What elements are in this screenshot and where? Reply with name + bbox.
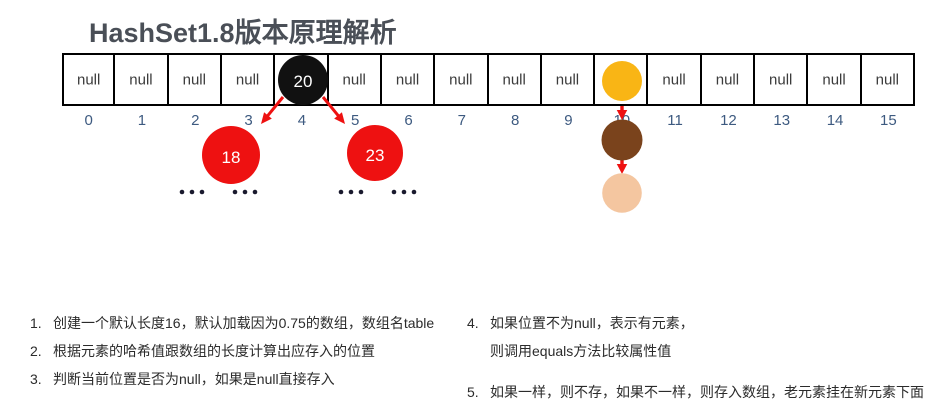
svg-text:18: 18	[222, 148, 241, 167]
svg-text:23: 23	[366, 146, 385, 165]
